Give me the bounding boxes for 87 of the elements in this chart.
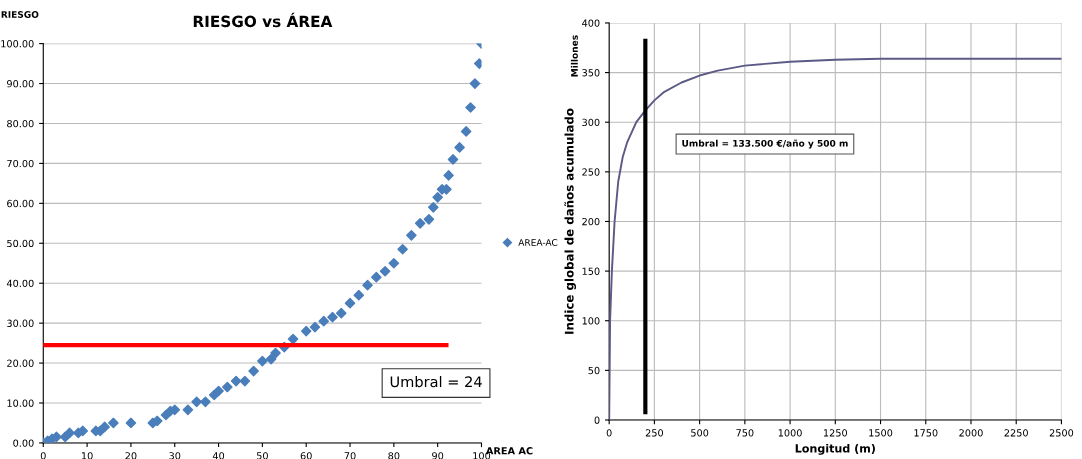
point [300, 325, 312, 337]
point [248, 365, 259, 377]
x-tick-label: 750 [736, 429, 754, 437]
x-axis-title: Longitud (m) [795, 443, 875, 455]
x-tick-label: 2500 [1049, 429, 1074, 437]
point [99, 421, 110, 433]
point [239, 375, 251, 387]
x-tick-label: 0 [40, 452, 46, 459]
point [230, 375, 242, 387]
point [406, 229, 417, 241]
y-tick-label: 0 [594, 416, 600, 424]
x-tick-label: 50 [256, 452, 268, 459]
point [432, 192, 443, 203]
x-tick-label: 1000 [778, 429, 802, 437]
x-tick-label: 20 [125, 452, 137, 459]
point [335, 307, 347, 319]
y-tick-label: 70.00 [7, 159, 34, 168]
point [460, 126, 472, 137]
point [388, 257, 400, 269]
x-tick-label: 0 [606, 429, 612, 437]
x-tick-label: 500 [691, 429, 709, 437]
point [257, 355, 268, 367]
point [200, 396, 211, 408]
point [454, 142, 465, 153]
y-tick-label: 60.00 [7, 199, 34, 208]
y-tick-label: 400 [582, 19, 600, 27]
point [371, 271, 382, 283]
annotation: Umbral = 24 [390, 375, 482, 388]
point [222, 381, 233, 393]
x-tick-label: 80 [388, 452, 400, 459]
point [318, 315, 330, 327]
y-tick-label: 80.00 [7, 119, 34, 128]
y-axis-title: RIESGO [1, 11, 39, 18]
y-tick-label: 350 [582, 69, 600, 77]
text: Millones [570, 35, 578, 77]
point [353, 289, 365, 301]
y-tick-label: 30.00 [7, 319, 34, 327]
y-tick-label: 20.00 [7, 359, 34, 367]
x-tick-label: 70 [344, 452, 356, 459]
point [270, 347, 281, 359]
point [265, 353, 277, 365]
point [414, 218, 426, 229]
y-tick-label: 40.00 [6, 279, 34, 288]
y-tick-label: 150 [582, 267, 600, 275]
x-tick-label: 2250 [1004, 429, 1028, 437]
point [125, 417, 137, 429]
point [465, 102, 476, 113]
x-tick-label: 1250 [824, 429, 848, 437]
point [427, 202, 439, 213]
point [191, 396, 202, 408]
point [182, 404, 194, 416]
point [423, 214, 435, 225]
y-tick-label: 0.00 [13, 439, 34, 447]
point [379, 265, 391, 277]
y-tick-label: 200 [582, 217, 600, 226]
y-tick-label: 300 [582, 118, 600, 127]
point [309, 321, 321, 333]
point [327, 311, 338, 323]
x-tick-label: 2000 [959, 429, 983, 437]
point [443, 170, 454, 181]
x-tick-label: 40 [212, 452, 225, 459]
point [397, 243, 408, 255]
chart-title: RIESGO vs ÁREA [193, 12, 333, 28]
point [344, 297, 356, 309]
y-tick-label: 90.00 [7, 80, 34, 88]
x-tick-label: 90 [432, 452, 444, 459]
annotation: Umbral = 133.500 €/año y 500 m [682, 139, 848, 149]
point [469, 78, 481, 89]
x-tick-label: 1500 [869, 429, 893, 437]
x-tick-label: 250 [645, 429, 664, 437]
y-tick-label: 50 [588, 366, 600, 375]
legend-label: AREA-AC [518, 239, 558, 246]
point [64, 427, 75, 439]
x-tick-label: 1750 [914, 429, 938, 437]
point [213, 385, 224, 397]
x-tick-label: 60 [300, 452, 312, 459]
y-axis-title: Indice global de daños acumulado [564, 108, 577, 334]
y-tick-label: 250 [582, 168, 600, 176]
x-tick-label: 10 [81, 452, 93, 459]
point [447, 154, 459, 165]
y-tick-label: 100.00 [1, 40, 34, 48]
point [108, 417, 119, 429]
point [362, 279, 373, 291]
y-tick-label: 100 [582, 317, 600, 325]
x-tick-label: 30 [169, 452, 181, 459]
y-tick-label: 50.00 [7, 239, 34, 248]
y-tick-label: 10.00 [7, 399, 34, 407]
